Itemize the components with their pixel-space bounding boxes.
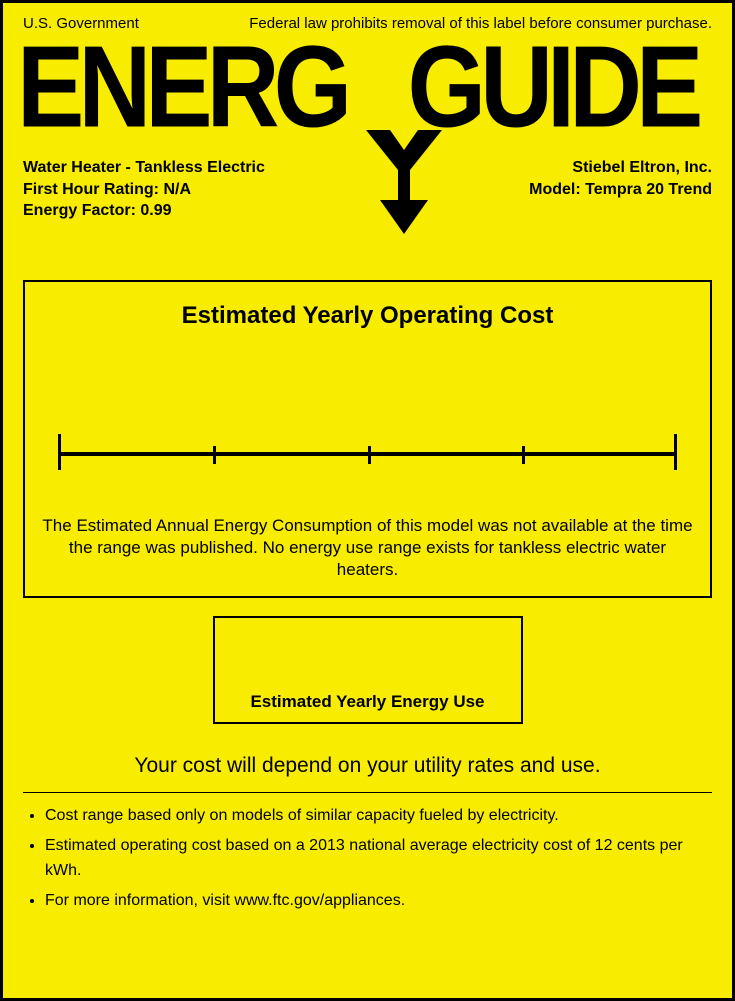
scale-tick-start xyxy=(58,434,61,470)
cost-depend-text: Your cost will depend on your utility ra… xyxy=(23,754,712,778)
cost-disclaimer: The Estimated Annual Energy Consumption … xyxy=(40,515,695,581)
specs-left: Water Heater - Tankless Electric First H… xyxy=(23,157,265,222)
cost-title: Estimated Yearly Operating Cost xyxy=(40,302,695,330)
bullet-item: For more information, visit www.ftc.gov/… xyxy=(45,888,712,914)
energy-factor: Energy Factor: 0.99 xyxy=(23,200,265,222)
product-type: Water Heater - Tankless Electric xyxy=(23,157,265,179)
divider xyxy=(23,792,712,793)
model: Model: Tempra 20 Trend xyxy=(529,179,712,201)
scale-tick xyxy=(368,446,371,464)
arrow-icon xyxy=(364,128,444,238)
energy-use-label: Estimated Yearly Energy Use xyxy=(250,692,484,712)
logo: ENERGYGUIDE xyxy=(23,30,712,131)
manufacturer: Stiebel Eltron, Inc. xyxy=(529,157,712,179)
specs-right: Stiebel Eltron, Inc. Model: Tempra 20 Tr… xyxy=(529,157,712,222)
bullet-item: Estimated operating cost based on a 2013… xyxy=(45,833,712,884)
energyguide-label: U.S. Government Federal law prohibits re… xyxy=(0,0,735,1001)
energy-use-box: Estimated Yearly Energy Use xyxy=(213,616,523,724)
cost-scale xyxy=(58,430,677,480)
logo-left: ENERG xyxy=(17,23,346,152)
scale-tick xyxy=(213,446,216,464)
scale-tick xyxy=(522,446,525,464)
bullet-item: Cost range based only on models of simil… xyxy=(45,803,712,829)
logo-right: GUIDE xyxy=(408,23,698,152)
scale-tick-end xyxy=(674,434,677,470)
first-hour-rating: First Hour Rating: N/A xyxy=(23,179,265,201)
footer-bullets: Cost range based only on models of simil… xyxy=(23,803,712,913)
cost-box: Estimated Yearly Operating Cost The Esti… xyxy=(23,280,712,598)
